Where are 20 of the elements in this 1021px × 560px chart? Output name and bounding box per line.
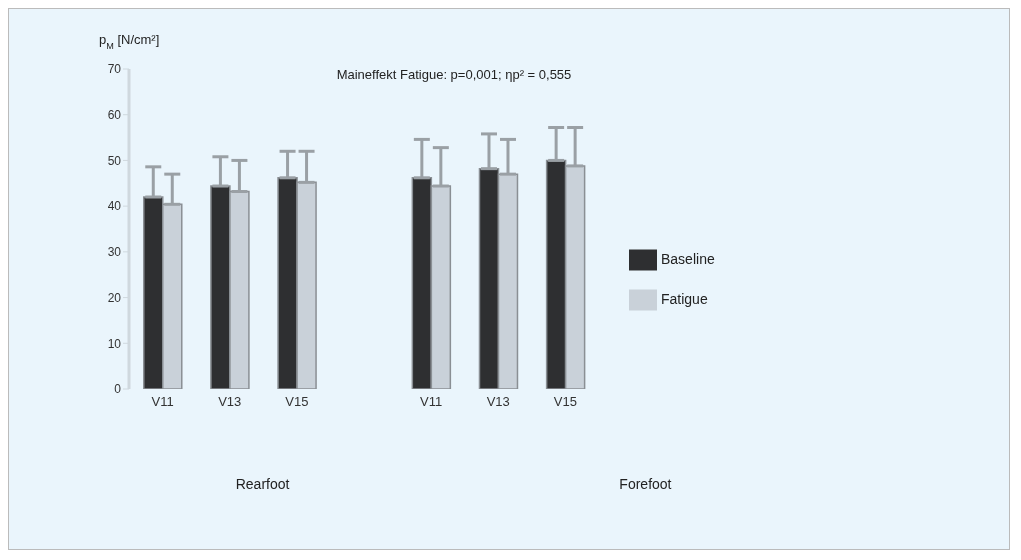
text: Forefoot <box>619 476 672 492</box>
y-tick-label: 70 <box>107 62 122 77</box>
x-tick-label: V15 <box>553 394 577 410</box>
y-tick-label: 60 <box>107 107 122 122</box>
x-tick-label: V13 <box>218 394 242 410</box>
legend-label: Baseline <box>661 251 715 267</box>
y-tick-label: 20 <box>107 290 122 305</box>
y-tick-label: 10 <box>107 336 122 351</box>
x-tick-label: V11 <box>151 394 174 410</box>
y-tick-label: 50 <box>107 153 122 168</box>
x-tick-label: V11 <box>420 394 443 410</box>
x-tick-label: V13 <box>486 394 510 410</box>
y-tick-label: 0 <box>114 382 122 397</box>
chart-title: Maineffekt Fatigue: p=0,001; ηp² = 0,555 <box>336 67 572 82</box>
x-tick-label: V15 <box>285 394 309 410</box>
y-tick-label: 40 <box>107 199 122 214</box>
y-tick-label: 30 <box>107 245 122 260</box>
legend-label: Fatigue <box>661 291 708 307</box>
text: Rearfoot <box>235 476 290 492</box>
y-axis-title: p$_{M}$ [N/cm²] <box>99 32 160 51</box>
